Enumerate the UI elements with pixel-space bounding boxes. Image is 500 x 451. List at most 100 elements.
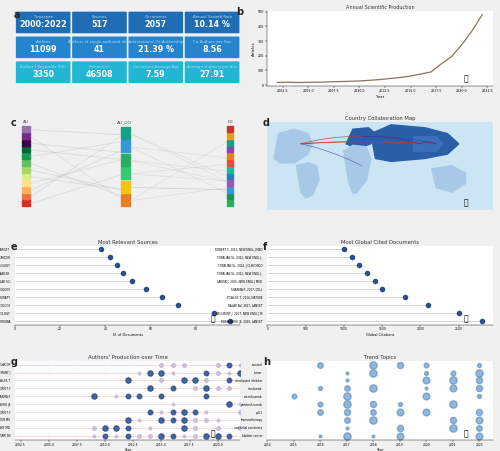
Point: [449, 424, 457, 432]
Point: [396, 361, 404, 368]
Text: Annual Growth Rate: Annual Growth Rate: [192, 15, 232, 19]
Point: [146, 369, 154, 376]
Point: [180, 432, 188, 439]
Point: [112, 432, 120, 439]
Point: [370, 409, 378, 416]
Point: [449, 377, 457, 384]
Bar: [226, 173, 233, 179]
Point: [449, 416, 457, 423]
Text: 🌐: 🌐: [211, 429, 216, 438]
Point: [191, 432, 199, 439]
Point: [191, 424, 199, 432]
Point: [90, 424, 98, 432]
Point: [97, 246, 105, 253]
Title: Annual Scientific Production: Annual Scientific Production: [346, 5, 414, 10]
FancyBboxPatch shape: [185, 37, 240, 58]
Bar: [22, 126, 30, 132]
Point: [135, 369, 143, 376]
Point: [191, 377, 199, 384]
Text: 7.59: 7.59: [146, 70, 166, 79]
Point: [343, 432, 351, 439]
Bar: [121, 141, 130, 152]
Text: a: a: [14, 10, 20, 20]
Text: DE: DE: [228, 120, 234, 124]
Point: [343, 385, 351, 392]
Point: [124, 393, 132, 400]
Point: [191, 385, 199, 392]
Point: [124, 432, 132, 439]
Point: [112, 424, 120, 432]
FancyBboxPatch shape: [185, 12, 240, 33]
Bar: [22, 147, 30, 152]
Point: [236, 369, 244, 376]
Point: [396, 409, 404, 416]
Text: Authors: Authors: [36, 40, 51, 44]
Point: [146, 432, 154, 439]
Point: [168, 432, 176, 439]
Text: 27.91: 27.91: [200, 70, 224, 79]
Point: [214, 416, 222, 423]
Point: [478, 318, 486, 325]
Point: [343, 409, 351, 416]
Point: [422, 369, 430, 376]
Bar: [226, 200, 233, 206]
Text: AU: AU: [22, 120, 29, 124]
Point: [422, 361, 430, 368]
Bar: [22, 140, 30, 146]
X-axis label: Global Citations: Global Citations: [366, 333, 394, 337]
Point: [90, 432, 98, 439]
X-axis label: Year: Year: [124, 448, 132, 451]
Point: [158, 393, 166, 400]
Point: [449, 400, 457, 408]
Point: [370, 432, 378, 439]
Bar: [121, 194, 130, 206]
Point: [214, 424, 222, 432]
Point: [214, 369, 222, 376]
Point: [106, 253, 114, 261]
Text: 🌐: 🌐: [463, 74, 468, 83]
Point: [214, 361, 222, 368]
Point: [401, 294, 409, 301]
Point: [396, 424, 404, 432]
Text: 11099: 11099: [30, 45, 57, 54]
Text: f: f: [263, 242, 267, 252]
Point: [363, 270, 371, 277]
Text: 10.14 %: 10.14 %: [194, 20, 230, 29]
Point: [343, 377, 351, 384]
Text: 2000:2022: 2000:2022: [20, 20, 67, 29]
Point: [210, 309, 218, 317]
Point: [236, 409, 244, 416]
FancyBboxPatch shape: [128, 61, 183, 83]
Point: [316, 400, 324, 408]
Point: [316, 409, 324, 416]
Title: Country Collaboration Map: Country Collaboration Map: [344, 116, 415, 121]
Text: International Co-Authorship: International Co-Authorship: [128, 40, 183, 44]
Bar: [121, 181, 130, 193]
Point: [343, 400, 351, 408]
Point: [370, 400, 378, 408]
Point: [476, 369, 484, 376]
Point: [135, 393, 143, 400]
Text: 41: 41: [94, 45, 105, 54]
Point: [168, 400, 176, 408]
Point: [112, 262, 120, 269]
Y-axis label: Articles: Articles: [252, 41, 256, 56]
Bar: [22, 153, 30, 159]
Point: [90, 393, 98, 400]
Text: Document Average Age: Document Average Age: [132, 65, 179, 69]
Point: [191, 409, 199, 416]
Polygon shape: [432, 166, 466, 192]
Point: [396, 400, 404, 408]
Point: [101, 424, 109, 432]
Bar: [22, 187, 30, 193]
Point: [225, 400, 233, 408]
Text: h: h: [263, 357, 270, 367]
Text: e: e: [10, 242, 17, 252]
Point: [146, 409, 154, 416]
Bar: [226, 180, 233, 186]
Text: 3350: 3350: [32, 70, 54, 79]
Bar: [22, 133, 30, 139]
Point: [101, 432, 109, 439]
Text: 46508: 46508: [86, 70, 114, 79]
Text: c: c: [10, 119, 16, 129]
